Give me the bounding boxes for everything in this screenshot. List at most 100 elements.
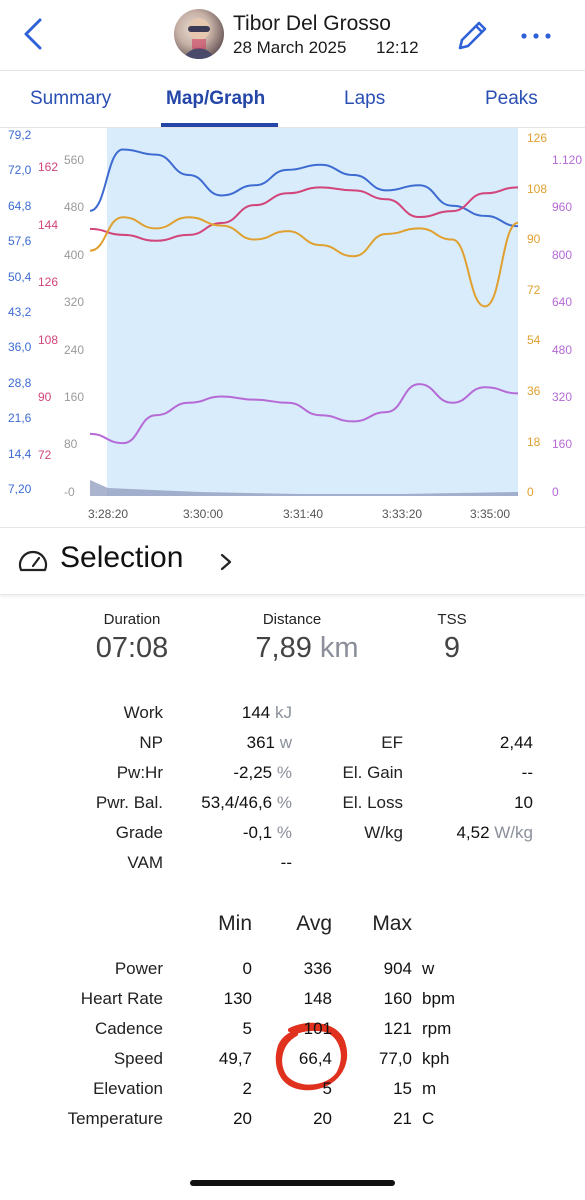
edit-pencil-icon[interactable] bbox=[452, 16, 492, 56]
metric-unit: w bbox=[279, 733, 292, 752]
elevation-axis-tick: 80 bbox=[64, 437, 78, 452]
power-axis-tick: 160 bbox=[552, 437, 573, 452]
distance-number: 7,89 bbox=[255, 632, 312, 664]
tab-laps[interactable]: Laps bbox=[344, 88, 386, 109]
speed-line bbox=[89, 148, 519, 228]
tab-map-graph[interactable]: Map/Graph bbox=[166, 88, 266, 109]
cadence-axis-tick: 36 bbox=[527, 384, 541, 398]
metric-label: El. Gain bbox=[342, 763, 403, 782]
chevron-right-icon[interactable] bbox=[218, 552, 234, 572]
distance-value: 7,89 km bbox=[232, 632, 382, 665]
speed-axis-tick: 72,0 bbox=[8, 163, 32, 178]
activity-date: 28 March 2025 bbox=[233, 38, 347, 57]
time-tick: 3:35:00 bbox=[470, 507, 511, 521]
elevation-axis-tick: 560 bbox=[64, 153, 85, 167]
stat-min: 20 bbox=[233, 1109, 252, 1128]
power-axis-tick: 800 bbox=[552, 247, 573, 262]
activity-chart[interactable] bbox=[0, 128, 585, 523]
speed-axis-tick: 50,4 bbox=[8, 269, 32, 284]
stat-unit: C bbox=[422, 1109, 435, 1128]
elevation-axis-tick: 320 bbox=[64, 295, 85, 310]
distance-unit: km bbox=[319, 632, 359, 664]
elevation-axis-tick: 240 bbox=[64, 342, 85, 357]
col-avg-header: Avg bbox=[296, 912, 332, 935]
stat-avg: 20 bbox=[313, 1109, 332, 1128]
more-options-icon[interactable] bbox=[518, 18, 554, 54]
elevation-axis-tick: 480 bbox=[64, 200, 85, 215]
metric-label: Pwr. Bal. bbox=[95, 793, 163, 812]
hr-axis-tick: 144 bbox=[38, 217, 59, 232]
metric-number: -2,25 bbox=[233, 763, 273, 782]
power-line bbox=[89, 383, 519, 445]
metric-value: 2,44 bbox=[500, 733, 533, 753]
cadence-line bbox=[89, 216, 519, 308]
metric-label: W/kg bbox=[364, 823, 403, 842]
stat-unit: rpm bbox=[422, 1019, 452, 1038]
metric-label: El. Loss bbox=[342, 793, 403, 812]
selection-header[interactable] bbox=[0, 527, 585, 595]
speed-axis-tick: 57,6 bbox=[8, 234, 32, 249]
col-min-header: Min bbox=[218, 912, 252, 935]
tab-peaks[interactable]: Peaks bbox=[485, 88, 538, 109]
stat-max: 77,0 bbox=[378, 1049, 412, 1068]
stat-min: 130 bbox=[223, 989, 252, 1008]
back-chevron-icon[interactable] bbox=[18, 16, 48, 52]
tss-value: 9 bbox=[443, 632, 461, 664]
metric-value: 10 bbox=[514, 793, 533, 813]
stat-min: 2 bbox=[242, 1079, 252, 1098]
metric-number: 361 bbox=[246, 733, 275, 752]
top-bar: Tibor Del Grosso 28 March 2025 12:12 bbox=[0, 0, 585, 70]
metric-number: -- bbox=[521, 763, 533, 782]
metric-value: 144 kJ bbox=[242, 703, 292, 723]
stat-avg: 101 bbox=[303, 1019, 332, 1038]
stat-max: 15 bbox=[393, 1079, 412, 1098]
metric-value: -- bbox=[281, 853, 292, 873]
metric-number: 2,44 bbox=[499, 733, 533, 752]
tss-label: TSS bbox=[437, 611, 467, 628]
selection-title: Selection bbox=[60, 541, 184, 574]
col-max-header: Max bbox=[372, 912, 412, 935]
avatar-photo-icon bbox=[182, 18, 216, 59]
tab-summary[interactable]: Summary bbox=[30, 88, 112, 109]
header-divider bbox=[0, 70, 585, 71]
metric-value: 361 w bbox=[247, 733, 292, 753]
stat-min: 49,7 bbox=[218, 1049, 252, 1068]
speedometer-icon bbox=[18, 550, 48, 572]
speed-axis-tick: 36,0 bbox=[8, 340, 32, 355]
speed-axis-tick: 7,20 bbox=[8, 482, 32, 496]
metric-number: 144 bbox=[241, 703, 271, 722]
metric-value: 53,4/46,6 % bbox=[201, 793, 292, 813]
activity-time: 12:12 bbox=[376, 38, 419, 57]
time-tick: 3:28:20 bbox=[88, 507, 129, 521]
speed-axis-tick: 64,8 bbox=[8, 198, 32, 213]
cadence-axis-tick: 18 bbox=[527, 434, 541, 449]
stat-unit: bpm bbox=[422, 989, 456, 1008]
stat-row-label: Heart Rate bbox=[80, 989, 163, 1008]
metric-number: -- bbox=[280, 853, 292, 872]
power-axis-tick: 1.120 bbox=[552, 153, 583, 167]
metric-value: 4,52 W/kg bbox=[456, 823, 533, 843]
metric-unit: % bbox=[276, 793, 292, 812]
stat-row-label: Elevation bbox=[93, 1079, 163, 1098]
stat-avg: 148 bbox=[303, 989, 332, 1008]
cadence-axis-tick: 126 bbox=[527, 131, 548, 145]
hr-axis-tick: 108 bbox=[38, 332, 59, 347]
athlete-name: Tibor Del Grosso bbox=[233, 12, 391, 35]
time-tick: 3:30:00 bbox=[183, 507, 224, 521]
metric-label: EF bbox=[381, 733, 403, 752]
metric-number: 4,52 bbox=[456, 823, 490, 842]
metric-label: NP bbox=[139, 733, 163, 752]
cadence-axis-tick: 72 bbox=[527, 282, 541, 297]
elevation-axis-tick: 400 bbox=[64, 247, 85, 262]
avatar[interactable] bbox=[174, 9, 224, 59]
speed-axis-tick: 28,8 bbox=[8, 375, 32, 390]
stat-unit: w bbox=[422, 959, 435, 978]
stat-max: 121 bbox=[383, 1019, 412, 1038]
power-axis-tick: 480 bbox=[552, 342, 573, 357]
annotation-circle bbox=[275, 1022, 348, 1091]
metric-unit: W/kg bbox=[494, 823, 533, 842]
stat-avg: 66,4 bbox=[298, 1049, 332, 1068]
stat-max: 904 bbox=[383, 959, 412, 978]
stat-min: 0 bbox=[242, 959, 252, 978]
tabs-divider bbox=[0, 127, 585, 128]
